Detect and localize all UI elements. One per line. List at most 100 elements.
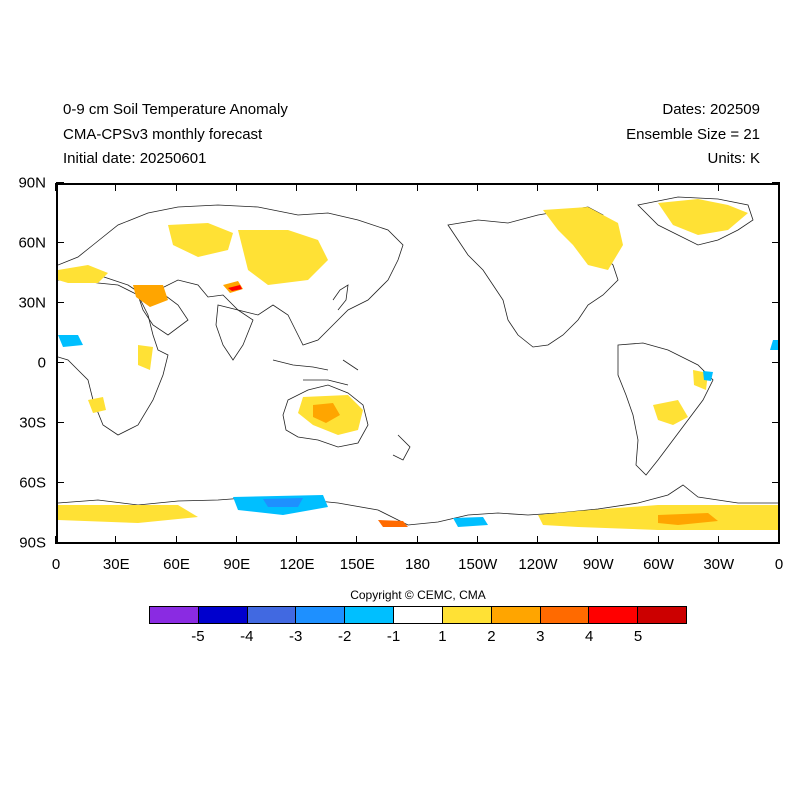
- lon-tick: [416, 183, 418, 191]
- lon-tick: [717, 536, 719, 544]
- colorbar-label-7: 3: [536, 628, 545, 645]
- colorbar-segment-4: [345, 607, 395, 623]
- lat-label-6: 90S: [19, 534, 46, 552]
- eurasia-coastline: [58, 204, 404, 346]
- antarctica-coastline: [58, 484, 778, 526]
- africa-coastline: [58, 279, 169, 436]
- lat-tick: [56, 482, 64, 483]
- map-frame: [56, 183, 780, 544]
- anomaly-west-africa: [58, 335, 83, 347]
- colorbar-segment-0: [150, 607, 199, 623]
- anomaly-australia-core: [313, 403, 340, 423]
- lon-tick: [296, 536, 297, 544]
- colorbar-label-5: 1: [438, 628, 447, 645]
- anomaly-brazil-cool: [703, 371, 713, 381]
- lat-label-1: 60N: [18, 234, 46, 252]
- anomaly-brazil: [653, 400, 688, 425]
- anomaly-canada: [543, 207, 623, 270]
- lat-label-2: 30N: [18, 294, 46, 312]
- lat-tick: [772, 422, 780, 423]
- world-map: [58, 196, 778, 530]
- greenland-coastline: [637, 196, 754, 246]
- anomaly-west-antarctica-core: [658, 513, 718, 525]
- lat-label-4: 30S: [19, 414, 46, 432]
- lon-label-3: 90E: [223, 556, 251, 573]
- map-title: 0-9 cm Soil Temperature Anomaly: [63, 101, 288, 118]
- lon-tick: [115, 183, 117, 191]
- lat-label-0: 90N: [18, 174, 46, 192]
- anomaly-mongolia: [228, 285, 242, 291]
- lon-tick: [115, 536, 117, 544]
- colorbar-segment-1: [198, 607, 248, 623]
- india-coastline: [215, 304, 254, 361]
- anomaly-east-europe: [168, 223, 233, 257]
- anomaly-atlantic-coast: [770, 340, 778, 350]
- lat-tick: [56, 362, 64, 363]
- lat-tick: [772, 482, 780, 483]
- colorbar-segment-3: [296, 607, 346, 623]
- colorbar-label-4: -1: [386, 628, 401, 645]
- anomaly-east-antarctica-core: [263, 498, 303, 507]
- lon-label-0: 0: [51, 556, 61, 573]
- lon-tick: [296, 183, 297, 191]
- colorbar-label-1: -4: [240, 628, 254, 645]
- ensemble-size: Ensemble Size = 21: [626, 126, 760, 143]
- lon-tick: [657, 183, 659, 191]
- lat-tick: [56, 242, 64, 243]
- anomaly-ross: [58, 505, 198, 523]
- anomaly-greenland: [658, 199, 748, 235]
- lat-tick: [772, 242, 780, 243]
- lat-tick: [56, 182, 64, 183]
- lon-tick: [778, 536, 779, 544]
- colorbar-segment-6: [442, 607, 492, 623]
- lon-tick: [537, 183, 538, 191]
- colorbar-segment-8: [540, 607, 590, 623]
- lon-tick: [235, 183, 237, 191]
- new-zealand-coastline: [392, 434, 411, 461]
- lon-tick: [235, 536, 237, 544]
- japan-coastline: [332, 284, 349, 311]
- lon-label-1: 30E: [102, 556, 130, 573]
- indonesia-coastline: [272, 359, 359, 386]
- lon-tick: [476, 536, 478, 544]
- lon-label-8: 120W: [518, 556, 558, 573]
- lat-tick: [772, 302, 780, 303]
- lon-label-9: 90W: [582, 556, 614, 573]
- lon-tick: [175, 183, 177, 191]
- lon-label-10: 60W: [643, 556, 674, 573]
- lon-tick: [55, 183, 56, 191]
- lon-tick: [175, 536, 177, 544]
- lon-label-11: 30W: [703, 556, 735, 573]
- lat-label-5: 60S: [19, 474, 46, 492]
- coastlines: [58, 196, 778, 526]
- lon-tick: [476, 183, 478, 191]
- lat-tick: [56, 422, 64, 423]
- lon-tick: [356, 536, 358, 544]
- south-america-coastline: [617, 342, 714, 476]
- anomaly-ross-core: [378, 520, 408, 527]
- lon-tick: [717, 183, 719, 191]
- anomaly-south-africa: [88, 397, 106, 413]
- lon-tick: [356, 183, 358, 191]
- colorbar: [149, 606, 687, 624]
- colorbar-label-3: -2: [337, 628, 352, 645]
- lon-label-7: 150W: [458, 556, 498, 573]
- anomaly-central-asia: [238, 230, 328, 285]
- lon-tick: [657, 536, 659, 544]
- lon-tick: [597, 536, 599, 544]
- lon-tick: [55, 536, 56, 544]
- lon-tick: [416, 536, 418, 544]
- lon-label-12: 0: [774, 556, 784, 573]
- forecast-dates: Dates: 202509: [662, 101, 760, 118]
- australia-coastline: [282, 384, 369, 448]
- anomaly-iran: [133, 285, 168, 307]
- anomaly-ross-ice: [453, 517, 488, 527]
- colorbar-segment-9: [589, 607, 639, 623]
- lon-tick: [778, 183, 779, 191]
- lat-tick: [56, 542, 64, 543]
- lat-tick: [772, 182, 780, 183]
- anomaly-africa-east: [138, 345, 153, 370]
- lon-tick: [597, 183, 599, 191]
- lon-tick: [537, 536, 538, 544]
- lat-tick: [56, 302, 64, 303]
